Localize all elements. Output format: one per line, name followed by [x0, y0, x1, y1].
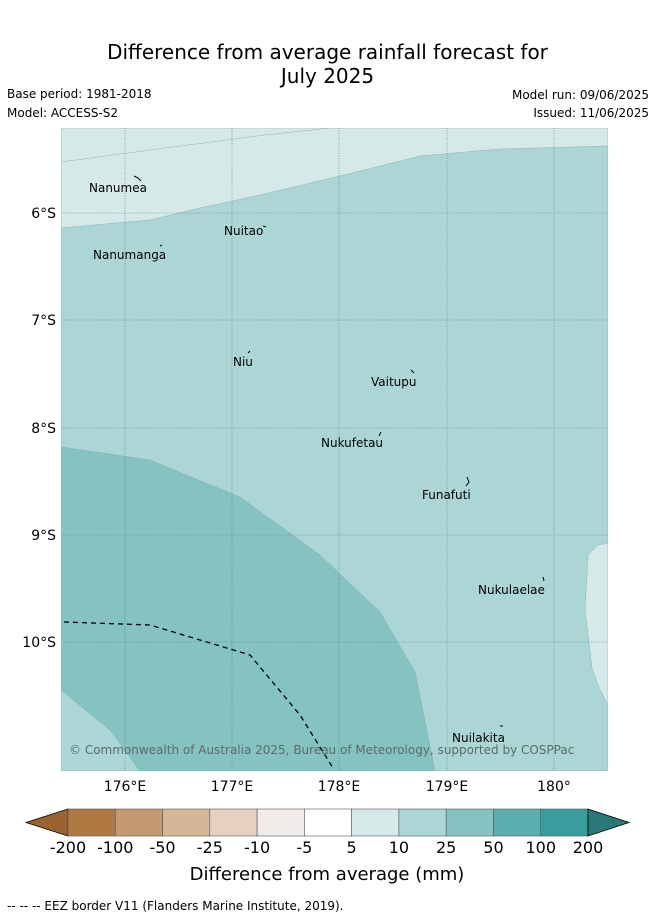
issued-date: Issued: 11/06/2025 [533, 106, 649, 120]
colorbar-segment [162, 808, 211, 837]
colorbar [24, 808, 631, 837]
colorbar-tick-label: -50 [149, 838, 175, 857]
colorbar-tick-label: -200 [50, 838, 86, 857]
colorbar-segment [445, 808, 494, 837]
place-label-nanumea: Nanumea [89, 181, 147, 195]
colorbar-segment [256, 808, 305, 837]
lon-label-176e: 176°E [104, 779, 147, 795]
model-run: Model run: 09/06/2025 [511, 88, 649, 102]
colorbar-tick-label: 10 [389, 838, 409, 857]
map-area: Nanumea Nuitao Nanumanga Niu Vaitupu Nuk… [61, 128, 608, 771]
lat-label-9s: 9°S [31, 528, 56, 544]
title-line-1: Difference from average rainfall forecas… [107, 40, 548, 64]
colorbar-segment [493, 808, 542, 837]
latitude-labels: 6°S 7°S 8°S 9°S 10°S [22, 206, 56, 651]
colorbar-tick-label: -10 [244, 838, 270, 857]
colorbar-title: Difference from average (mm) [190, 864, 465, 885]
colorbar-segment [351, 808, 400, 837]
lon-label-177e: 177°E [211, 779, 254, 795]
island-vaitupu [410, 369, 415, 374]
place-label-nanumanga: Nanumanga [93, 248, 166, 262]
map-title: Difference from average rainfall forecas… [0, 40, 655, 88]
island-nukufetau [378, 431, 382, 437]
lat-label-6s: 6°S [31, 206, 56, 222]
colorbar-tick-labels: -200 -100 -50 -25 -10 -5 5 10 25 50 100 200 [50, 838, 603, 857]
place-label-funafuti: Funafuti [422, 488, 471, 502]
colorbar-tick-label: 5 [347, 838, 357, 857]
lon-label-179e: 179°E [426, 779, 469, 795]
island-nukulaelae [542, 576, 545, 582]
lat-label-8s: 8°S [31, 421, 56, 437]
lat-label-10s: 10°S [22, 635, 56, 651]
place-label-nuitao: Nuitao [224, 224, 263, 238]
region-25-to-50 [61, 446, 436, 771]
colorbar-tick-label: 200 [573, 838, 604, 857]
island-nanumanga [159, 244, 163, 247]
colorbar-segment [114, 808, 163, 837]
colorbar-segment [67, 808, 116, 837]
colorbar-segment [540, 808, 589, 837]
lon-label-178e: 178°E [318, 779, 361, 795]
eez-footnote: -- -- -- EEZ border V11 (Flanders Marine… [7, 899, 344, 913]
island-nanumea [133, 175, 142, 182]
colorbar-tick-label: 25 [436, 838, 456, 857]
colorbar-segment [398, 808, 447, 837]
region-10-to-25-sw [61, 689, 141, 771]
place-label-vaitupu: Vaitupu [371, 375, 417, 389]
place-label-niu: Niu [233, 355, 253, 369]
colorbar-tick-label: -25 [197, 838, 223, 857]
colorbar-tick-label: 50 [483, 838, 503, 857]
island-shapes [133, 175, 545, 727]
lon-label-180: 180° [537, 779, 571, 795]
region-5-to-10-east [584, 542, 608, 706]
place-label-nukufetau: Nukufetau [321, 436, 383, 450]
colorbar-tick-label: -100 [97, 838, 133, 857]
region-5-to-10-north [61, 128, 608, 229]
colorbar-tick-label: -5 [296, 838, 312, 857]
colorbar-extend-low [24, 808, 69, 837]
island-nuitao [262, 225, 267, 228]
colorbar-tick-label: 100 [525, 838, 556, 857]
place-labels: Nanumea Nuitao Nanumanga Niu Vaitupu Nuk… [89, 181, 545, 745]
copyright-notice: © Commonwealth of Australia 2025, Bureau… [69, 743, 574, 757]
region-5-to-10-top [61, 128, 331, 163]
place-label-nuilakita: Nuilakita [452, 731, 505, 745]
lat-label-7s: 7°S [31, 313, 56, 329]
graticule [61, 128, 608, 771]
island-funafuti [465, 476, 470, 487]
island-niu [247, 350, 251, 354]
colorbar-extend-high [587, 808, 631, 837]
model-name: Model: ACCESS-S2 [7, 106, 119, 120]
longitude-labels: 176°E 177°E 178°E 179°E 180° [104, 779, 571, 795]
base-period: Base period: 1981-2018 [7, 87, 152, 101]
colorbar-segment [304, 808, 352, 837]
place-label-nukulaelae: Nukulaelae [478, 583, 545, 597]
colorbar-segment [209, 808, 258, 837]
title-line-2: July 2025 [280, 64, 375, 88]
